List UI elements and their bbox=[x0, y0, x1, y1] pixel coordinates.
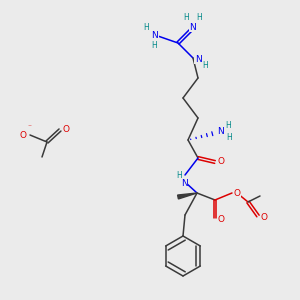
Text: O: O bbox=[20, 130, 26, 140]
Text: O: O bbox=[218, 158, 224, 166]
Text: O: O bbox=[218, 215, 224, 224]
Text: H: H bbox=[143, 22, 149, 32]
Text: N: N bbox=[190, 22, 196, 32]
Text: N: N bbox=[181, 179, 188, 188]
Text: H: H bbox=[151, 40, 157, 50]
Text: H: H bbox=[226, 134, 232, 142]
Text: N: N bbox=[195, 55, 201, 64]
Text: O: O bbox=[233, 188, 241, 197]
Text: O: O bbox=[62, 124, 70, 134]
Text: H: H bbox=[196, 14, 202, 22]
Text: H: H bbox=[176, 170, 182, 179]
Text: H: H bbox=[202, 61, 208, 70]
Text: H: H bbox=[225, 121, 231, 130]
Text: ⁻: ⁻ bbox=[27, 122, 31, 131]
Text: N: N bbox=[217, 128, 224, 136]
Polygon shape bbox=[178, 193, 197, 199]
Text: O: O bbox=[260, 214, 268, 223]
Text: H: H bbox=[183, 14, 189, 22]
Text: N: N bbox=[152, 32, 158, 40]
